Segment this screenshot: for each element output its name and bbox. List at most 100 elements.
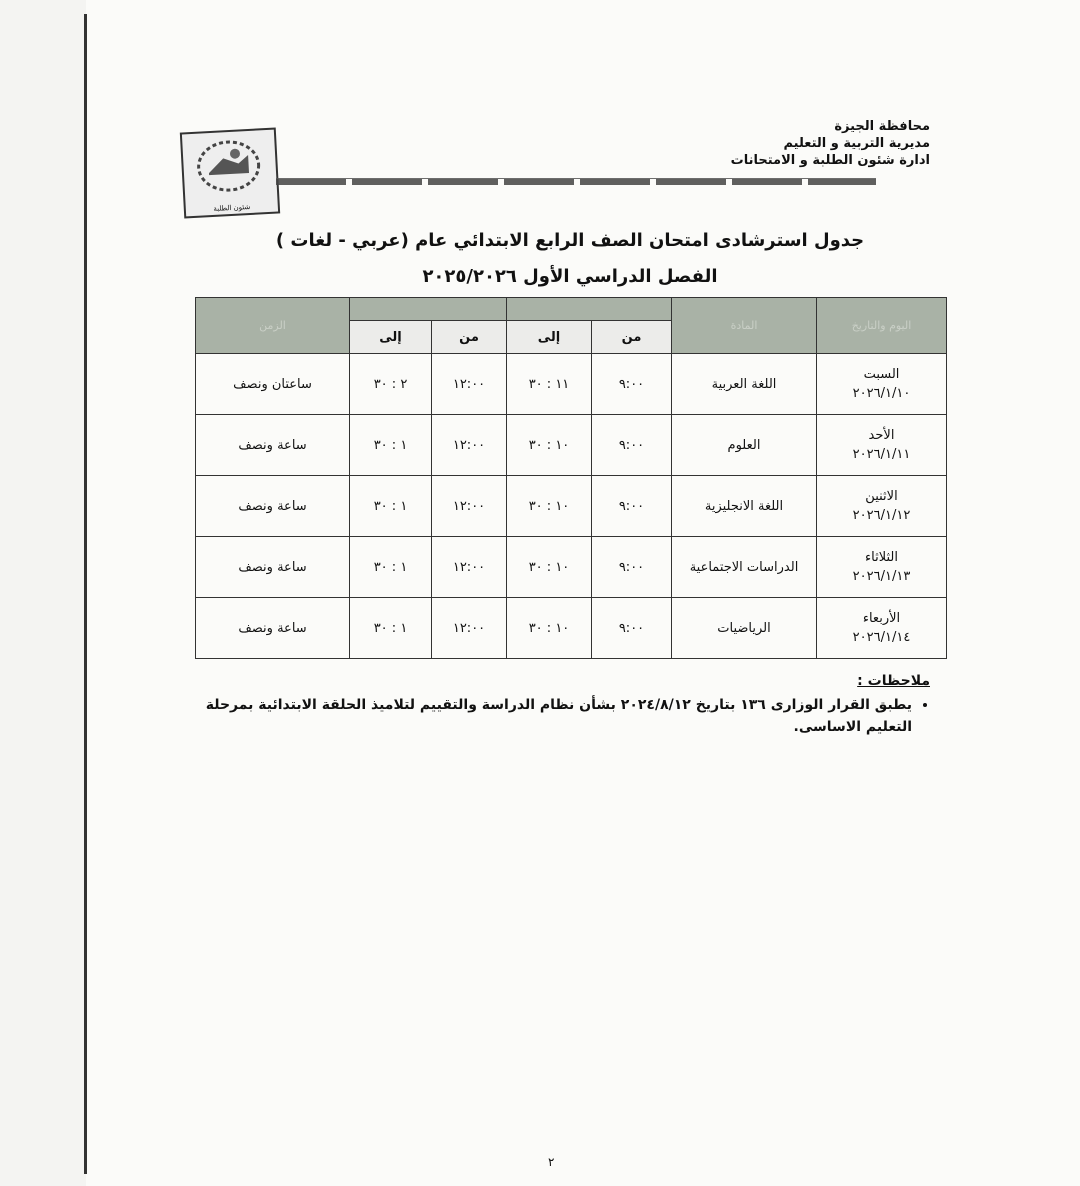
time-to-1: ١٠ : ٣٠: [528, 437, 570, 453]
to-2-cell: ١ : ٣٠: [349, 536, 432, 598]
time-from-2: ١٢:٠٠: [452, 437, 486, 453]
to-2-cell: ١ : ٣٠: [349, 414, 432, 476]
page-subtitle: الفصل الدراسي الأول ٢٠٢٥/٢٠٢٦: [422, 266, 718, 287]
exam-date: ٢٠٢٦/١/١٢: [852, 508, 911, 523]
time-from-2: ١٢:٠٠: [452, 559, 486, 575]
page-number: ٢: [548, 1155, 555, 1169]
header-subject: المادة: [671, 297, 817, 354]
duration: ساعة ونصف: [238, 498, 307, 514]
day-name: الأحد: [868, 428, 895, 443]
day-date-cell: الأحد ٢٠٢٦/١/١١: [816, 414, 947, 476]
time-to-1: ١٠ : ٣٠: [528, 559, 570, 575]
subject: اللغة الانجليزية: [704, 498, 784, 514]
time-from-2: ١٢:٠٠: [452, 620, 486, 636]
exam-date: ٢٠٢٦/١/١٠: [852, 386, 911, 401]
day-name: الثلاثاء: [865, 550, 898, 565]
time-from-1: ٩:٠٠: [618, 559, 645, 575]
from-2-cell: ١٢:٠٠: [431, 475, 507, 537]
duration: ساعتان ونصف: [233, 376, 312, 392]
to-1-cell: ١٠ : ٣٠: [506, 475, 592, 537]
time-to-2: ١ : ٣٠: [373, 559, 408, 575]
day-name: الأربعاء: [862, 611, 901, 626]
header-to: إلى: [506, 320, 592, 354]
header-day: اليوم والتاريخ: [816, 297, 947, 354]
time-to-1: ١٠ : ٣٠: [528, 498, 570, 514]
note-item: يطبق القرار الوزارى ١٣٦ بتاريخ ٢٠٢٤/٨/١٢…: [170, 694, 912, 738]
subject: العلوم: [727, 437, 761, 453]
time-from-1: ٩:٠٠: [618, 620, 645, 636]
to-2-cell: ١ : ٣٠: [349, 597, 432, 659]
header-divider: [276, 178, 876, 185]
duration-cell: ساعة ونصف: [195, 414, 350, 476]
to-2-cell: ١ : ٣٠: [349, 475, 432, 537]
notes-section: ملاحظات : يطبق القرار الوزارى ١٣٦ بتاريخ…: [170, 670, 930, 738]
duration-cell: ساعة ونصف: [195, 475, 350, 537]
subject: الرياضيات: [717, 620, 771, 636]
from-1-cell: ٩:٠٠: [591, 353, 672, 415]
table-row: الأربعاء ٢٠٢٦/١/١٤ الرياضيات ٩:٠٠ ١٠ : ٣٠ ١٢:…: [195, 597, 947, 659]
day-date-cell: الاثنين ٢٠٢٦/١/١٢: [816, 475, 947, 537]
from-1-cell: ٩:٠٠: [591, 597, 672, 659]
header-group-1: [506, 297, 672, 321]
header-to: إلى: [349, 320, 432, 354]
to-2-cell: ٢ : ٣٠: [349, 353, 432, 415]
from-2-cell: ١٢:٠٠: [431, 414, 507, 476]
time-from-2: ١٢:٠٠: [452, 376, 486, 392]
header-line: مديرية التربية و التعليم: [783, 136, 930, 151]
exam-date: ٢٠٢٦/١/١١: [852, 447, 911, 462]
page-edge: [84, 14, 87, 1174]
to-1-cell: ١٠ : ٣٠: [506, 597, 592, 659]
time-to-1: ١٠ : ٣٠: [528, 620, 570, 636]
day-name: السبت: [863, 367, 900, 382]
from-2-cell: ١٢:٠٠: [431, 597, 507, 659]
page-title: جدول استرشادى امتحان الصف الرابع الابتدا…: [275, 230, 865, 251]
exam-date: ٢٠٢٦/١/١٤: [852, 630, 911, 645]
subject-cell: الرياضيات: [671, 597, 817, 659]
emblem-icon: [197, 140, 261, 192]
duration-cell: ساعة ونصف: [195, 536, 350, 598]
duration: ساعة ونصف: [238, 559, 307, 575]
time-to-2: ٢ : ٣٠: [373, 376, 408, 392]
table-row: السبت ٢٠٢٦/١/١٠ اللغة العربية ٩:٠٠ ١١ : ٣٠ ١٢…: [195, 353, 947, 415]
logo-stamp: شئون الطلبة: [179, 127, 281, 219]
exam-schedule-table: اليوم والتاريخ المادة الزمن من إلى من إل…: [195, 297, 947, 659]
day-date-cell: السبت ٢٠٢٦/١/١٠: [816, 353, 947, 415]
to-1-cell: ١٠ : ٣٠: [506, 414, 592, 476]
time-from-1: ٩:٠٠: [618, 376, 645, 392]
time-to-2: ١ : ٣٠: [373, 620, 408, 636]
subject-cell: الدراسات الاجتماعية: [671, 536, 817, 598]
header-from: من: [591, 320, 672, 354]
duration: ساعة ونصف: [238, 620, 307, 636]
header-duration: الزمن: [195, 297, 350, 354]
issuer-header: محافظة الجيزة مديرية التربية و التعليم ا…: [731, 118, 930, 169]
duration-cell: ساعة ونصف: [195, 597, 350, 659]
from-1-cell: ٩:٠٠: [591, 414, 672, 476]
logo-text: شئون الطلبة: [213, 202, 251, 213]
duration-cell: ساعتان ونصف: [195, 353, 350, 415]
header-line: محافظة الجيزة: [834, 119, 930, 134]
from-1-cell: ٩:٠٠: [591, 536, 672, 598]
header-from: من: [431, 320, 507, 354]
from-1-cell: ٩:٠٠: [591, 475, 672, 537]
subject: الدراسات الاجتماعية: [689, 559, 799, 575]
day-date-cell: الأربعاء ٢٠٢٦/١/١٤: [816, 597, 947, 659]
from-2-cell: ١٢:٠٠: [431, 353, 507, 415]
to-1-cell: ١١ : ٣٠: [506, 353, 592, 415]
time-from-1: ٩:٠٠: [618, 437, 645, 453]
time-to-2: ١ : ٣٠: [373, 437, 408, 453]
header-line: ادارة شئون الطلبة و الامتحانات: [730, 153, 930, 168]
time-from-1: ٩:٠٠: [618, 498, 645, 514]
to-1-cell: ١٠ : ٣٠: [506, 536, 592, 598]
exam-date: ٢٠٢٦/١/١٣: [852, 569, 911, 584]
subject: اللغة العربية: [711, 376, 777, 392]
subject-cell: اللغة الانجليزية: [671, 475, 817, 537]
duration: ساعة ونصف: [238, 437, 307, 453]
notes-heading: ملاحظات :: [857, 673, 930, 689]
day-name: الاثنين: [865, 489, 898, 504]
time-to-1: ١١ : ٣٠: [528, 376, 570, 392]
time-from-2: ١٢:٠٠: [452, 498, 486, 514]
subject-cell: العلوم: [671, 414, 817, 476]
from-2-cell: ١٢:٠٠: [431, 536, 507, 598]
table-row: الاثنين ٢٠٢٦/١/١٢ اللغة الانجليزية ٩:٠٠ ١٠ :…: [195, 475, 947, 537]
subject-cell: اللغة العربية: [671, 353, 817, 415]
